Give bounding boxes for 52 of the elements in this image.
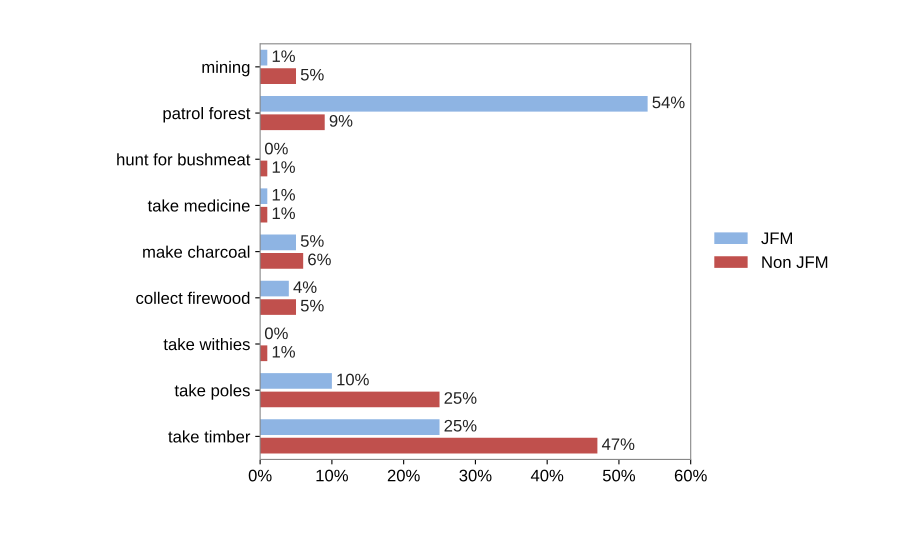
data-label: 0% — [264, 327, 288, 340]
data-label: 0% — [264, 142, 288, 154]
bar — [260, 438, 598, 454]
bar — [260, 114, 325, 130]
data-label: 1% — [272, 346, 295, 358]
legend-label: JFM — [761, 232, 792, 244]
bar — [260, 280, 289, 296]
x-tick-label: 10% — [316, 470, 348, 482]
data-label: 25% — [444, 420, 476, 432]
bar — [260, 234, 296, 250]
data-label: 1% — [272, 207, 295, 220]
x-tick-label: 60% — [674, 470, 707, 482]
data-label: 47% — [602, 438, 634, 450]
bar — [260, 160, 268, 176]
bar — [260, 299, 296, 315]
data-label: 5% — [300, 300, 324, 312]
data-label: 9% — [330, 114, 352, 127]
bar — [260, 206, 268, 223]
bar — [260, 188, 268, 204]
bar — [260, 50, 268, 66]
x-tick-label: 40% — [530, 470, 564, 482]
y-tick-label: collect firewood — [136, 292, 250, 304]
y-tick-label: mining — [202, 60, 250, 76]
bar — [260, 253, 304, 269]
x-tick-label: 20% — [388, 470, 420, 482]
data-label: 1% — [272, 50, 295, 62]
y-tick-label: take medicine — [148, 199, 250, 212]
x-tick-label: 30% — [459, 470, 492, 482]
data-label: 4% — [293, 281, 316, 293]
y-tick-label: patrol forest — [163, 107, 250, 123]
data-label: 5% — [300, 68, 324, 81]
data-label: 25% — [444, 392, 476, 404]
bar — [260, 96, 648, 112]
y-tick-label: take poles — [174, 384, 250, 400]
legend-label: Non JFM — [762, 256, 828, 268]
y-tick-label: take timber — [168, 430, 250, 443]
bar — [260, 373, 332, 389]
bar — [260, 345, 268, 362]
data-label: 5% — [300, 235, 324, 247]
bar — [260, 68, 296, 84]
data-label: 1% — [272, 188, 295, 201]
y-tick-label: hunt for bushmeat — [117, 153, 250, 166]
x-tick-label: 0% — [248, 470, 272, 482]
x-tick-label: 50% — [602, 470, 636, 482]
y-tick-label: take withies — [164, 338, 250, 350]
data-label: 1% — [272, 161, 295, 173]
y-tick-label: make charcoal — [143, 246, 250, 258]
data-label: 54% — [652, 96, 685, 108]
bar — [260, 392, 440, 408]
bar — [260, 419, 440, 435]
data-label: 6% — [308, 254, 331, 266]
data-label: 10% — [337, 374, 369, 386]
